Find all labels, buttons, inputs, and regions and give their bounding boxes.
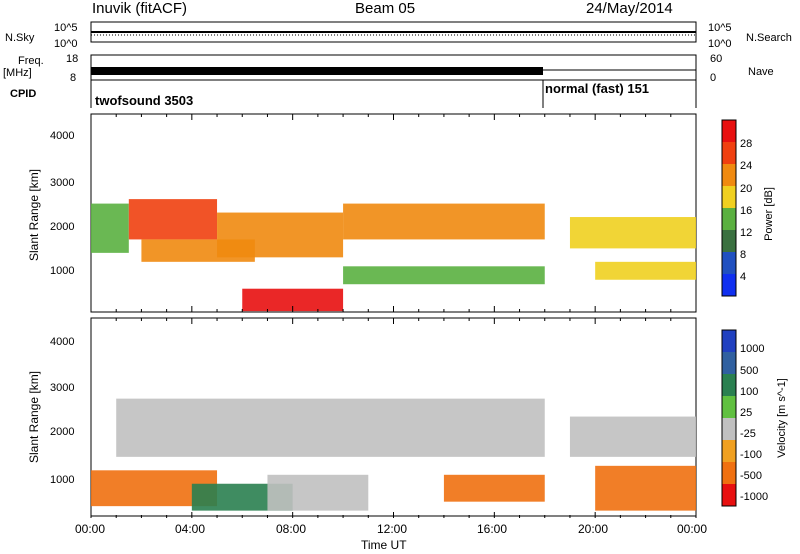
- power-colorbar: [721, 119, 737, 297]
- power-cbar-swatch-4: [722, 208, 736, 230]
- power-cells-band-0: [91, 203, 129, 253]
- velocity-cbar-tick-m25: -25: [740, 428, 756, 440]
- xtick-4: 16:00: [477, 522, 508, 536]
- power-cbar-swatch-3: [722, 186, 736, 208]
- velocity-colorbar: [721, 329, 737, 507]
- power-cells-band-8: [595, 261, 696, 280]
- ylabel-velocity: Slant Range [km]: [27, 370, 42, 464]
- power-cells-band-6: [343, 266, 545, 285]
- power-cbar-tick-16: 16: [740, 205, 753, 217]
- noise-tick-right-bottom: 10^0: [708, 38, 732, 50]
- power-cells-band-3: [217, 212, 344, 258]
- xtick-2: 08:00: [276, 522, 307, 536]
- nave-tick-bottom: 0: [710, 72, 717, 84]
- velocity-cbar-tick-m100: -100: [740, 449, 763, 461]
- power-cells-band-4: [242, 288, 344, 312]
- power-cells: [91, 199, 696, 312]
- power-cbar-swatch-7: [722, 274, 736, 296]
- xtick-0: 00:00: [75, 522, 106, 536]
- velocity-cbar-swatch-4: [722, 418, 736, 440]
- xtick-5: 20:00: [578, 522, 609, 536]
- velocity-cbar-tick-m500: -500: [740, 470, 763, 482]
- power-cbar-frame: [721, 119, 737, 297]
- velocity-cbar-tick-1000: 1000: [740, 343, 765, 355]
- velocity-cbar-swatch-1: [722, 352, 736, 374]
- velocity-cbar-tick-500: 500: [740, 365, 759, 377]
- velocity-ytick-1000: 1000: [50, 474, 75, 486]
- power-cbar-tick-24: 24: [740, 160, 753, 172]
- power-cbar-swatch-2: [722, 164, 736, 186]
- nsearch-label: N.Search: [746, 32, 792, 44]
- beam-title: Beam 05: [355, 0, 416, 17]
- nsky-label: N.Sky: [5, 32, 35, 44]
- velocity-cbar-swatch-3: [722, 396, 736, 418]
- power-cbar-label: Power [dB]: [762, 187, 775, 241]
- velocity-cells-band-6: [595, 465, 696, 511]
- power-cbar-tick-4: 4: [740, 271, 747, 283]
- power-cbar-swatch-6: [722, 252, 736, 274]
- cpid-label: CPID: [10, 88, 37, 100]
- nave-tick-top: 60: [710, 53, 723, 65]
- velocity-cbar-swatch-7: [722, 484, 736, 506]
- cpid-segment-1: twofsound 3503: [95, 93, 194, 108]
- axis-ticks: [90, 114, 697, 518]
- xtick-1: 04:00: [175, 522, 206, 536]
- freq-unit: [MHz]: [3, 67, 32, 79]
- cpid-segment-2: normal (fast) 151: [545, 81, 650, 96]
- freq-tick-top: 18: [66, 53, 79, 65]
- xtick-3: 12:00: [377, 522, 408, 536]
- power-cbar-swatch-1: [722, 142, 736, 164]
- power-ytick-3000: 3000: [50, 177, 75, 189]
- velocity-ytick-3000: 3000: [50, 382, 75, 394]
- power-cells-band-7: [569, 217, 696, 249]
- velocity-ytick-4000: 4000: [50, 336, 75, 348]
- velocity-cbar-swatch-5: [722, 440, 736, 462]
- station-title: Inuvik (fitACF): [92, 0, 188, 17]
- power-ytick-1000: 1000: [50, 265, 75, 277]
- velocity-cbar-label: Velocity [m s^-1]: [775, 378, 788, 458]
- nave-label: Nave: [748, 66, 774, 78]
- power-cbar-tick-12: 12: [740, 227, 753, 239]
- velocity-cells-band-0: [116, 398, 545, 457]
- noise-tick-right-top: 10^5: [708, 22, 732, 34]
- velocity-ytick-2000: 2000: [50, 426, 75, 438]
- power-cbar-tick-20: 20: [740, 183, 753, 195]
- ylabel-power: Slant Range [km]: [27, 168, 42, 262]
- power-cbar-swatch-5: [722, 230, 736, 252]
- freq-label: Freq.: [18, 55, 44, 67]
- velocity-cells-band-5: [569, 416, 696, 457]
- velocity-cbar-tick-25: 25: [740, 407, 753, 419]
- power-cbar-tick-28: 28: [740, 138, 753, 150]
- power-cells-band-5: [343, 203, 545, 240]
- freq-trace-block: [91, 67, 543, 75]
- velocity-cbar-swatch-0: [722, 330, 736, 352]
- xtick-6: 00:00: [677, 522, 708, 536]
- power-cbar-tick-8: 8: [740, 249, 747, 261]
- velocity-cbar-swatch-2: [722, 374, 736, 396]
- freq-tick-bottom: 8: [70, 72, 77, 84]
- velocity-cells-band-4: [443, 474, 545, 502]
- velocity-cbar-tick-100: 100: [740, 386, 759, 398]
- velocity-cbar-swatch-6: [722, 462, 736, 484]
- power-ytick-2000: 2000: [50, 221, 75, 233]
- power-cbar-swatch-0: [722, 120, 736, 142]
- velocity-cbar-tick-m1000: -1000: [740, 491, 769, 503]
- velocity-cbar-frame: [721, 329, 737, 507]
- velocity-cells: [91, 398, 696, 511]
- velocity-cells-band-3: [267, 474, 369, 511]
- power-ytick-4000: 4000: [50, 130, 75, 142]
- xlabel: Time UT: [361, 538, 407, 552]
- noise-tick-left-bottom: 10^0: [54, 38, 78, 50]
- power-cells-band-1: [128, 199, 218, 240]
- noise-tick-left-top: 10^5: [54, 22, 78, 34]
- date-title: 24/May/2014: [586, 0, 673, 17]
